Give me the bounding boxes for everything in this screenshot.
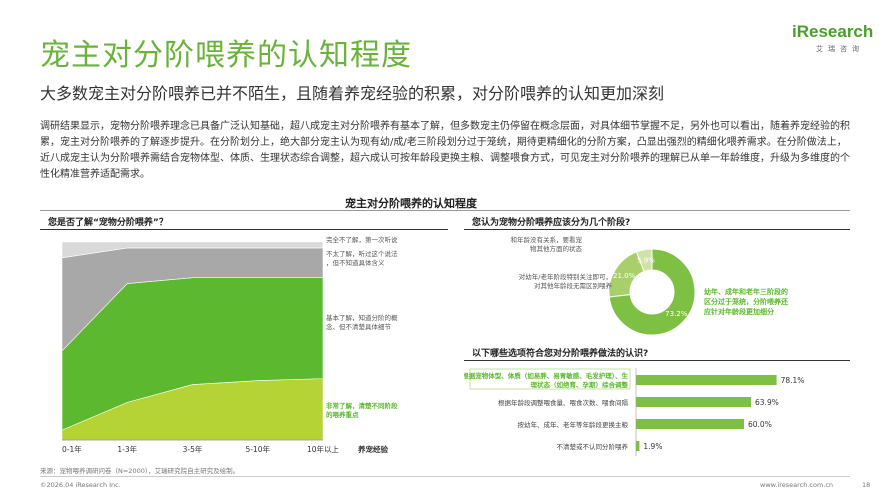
logo-subtext: 艾瑞咨询 [816, 45, 864, 53]
donut-chart: 73.2% 21.0%5.9% 和年龄没有关系，要看宠物其他方面的状态对幼年/老年阶… [511, 235, 789, 336]
horizontal-bar-chart: 78.1% 根据宠物体型、体质（如易胖、易胃敏感、毛发护理）、生理状态（如绝育、孕… [464, 368, 804, 456]
donut-value-label: 5.9% [637, 257, 655, 265]
area-legend-label: 完全不了解，第一次听说 [326, 235, 398, 244]
top-right-panel-rule [464, 229, 850, 230]
footer-website: www.iresearch.com.cn [760, 481, 834, 489]
area-x-tick: 0-1年 [62, 444, 82, 454]
donut-value-label: 73.2% [665, 310, 688, 318]
area-series-3 [61, 241, 324, 259]
bottom-right-panel-title: 以下哪些选项符合您对分阶喂养做法的认识? [472, 349, 649, 359]
bar-mark [636, 441, 640, 451]
iresearch-logo: iResearch 艾瑞咨询 [792, 22, 874, 62]
area-legend-label: 非常了解，清楚不同阶段的喂养重点 [326, 401, 398, 419]
bar-category-label: 根据年龄段调整喂食量、喂食次数、喂食间隔 [498, 398, 629, 407]
area-x-ticks: 0-1年 1-3年 3-5年 5-10年 10年以上 养宠经验 [62, 444, 388, 454]
area-legend: 完全不了解，第一次听说不太了解，听过这个说法，但不知道具体含义基本了解，知道分阶… [326, 235, 398, 419]
bar-value-label: 63.9% [755, 398, 779, 407]
page-subtitle: 大多数宠主对分阶喂养已并不陌生，且随着养宠经验的积累，对分阶喂养的认知更加深刻 [40, 84, 665, 103]
page-title: 宠主对分阶喂养的认知程度 [40, 38, 412, 73]
area-x-label: 养宠经验 [357, 444, 388, 454]
footer-divider [40, 476, 850, 477]
body-paragraph: 调研结果显示，宠物分阶喂养理念已具备广泛认知基础，超八成宠主对分阶喂养有基本了解… [40, 121, 850, 180]
bar-highlight-box [469, 368, 631, 390]
bar-mark [636, 397, 752, 407]
bar-category-label: 根据宠物体型、体质（如易胖、易胃敏感、毛发护理）、生理状态（如绝育、孕期）综合调… [464, 371, 629, 389]
left-panel-title: 您是否了解“宠物分阶喂养”？ [48, 218, 168, 228]
bar-value-label: 1.9% [643, 442, 662, 451]
bar-layer: 78.1% 根据宠物体型、体质（如易胖、易胃敏感、毛发护理）、生理状态（如绝育、孕… [464, 368, 804, 456]
bar-category-label: 按幼年、成年、老年等年龄段更换主粮 [518, 420, 629, 429]
area-legend-label: 不太了解，听过这个说法，但不知道具体含义 [326, 249, 398, 267]
area-x-tick: 3-5年 [183, 444, 203, 454]
area-layer [61, 241, 324, 441]
bar-value-label: 78.1% [781, 376, 805, 385]
bar-mark [636, 375, 777, 385]
stacked-area-chart: 0-1年 1-3年 3-5年 5-10年 10年以上 养宠经验 完全不了解，第一次听说不太… [61, 235, 398, 454]
bar-category-label: 不清楚或不认同分阶喂养 [557, 442, 629, 451]
donut-category-label: 幼年、成年和老年三阶段的区分过于笼统，分阶喂养还应针对年龄段更加细分 [704, 287, 789, 316]
logo-text: iResearch [792, 22, 874, 41]
section-divider [40, 210, 850, 211]
donut-value-label: 21.0% [613, 272, 636, 280]
footer-copyright: ©2026.04 iResearch Inc. [40, 481, 121, 489]
bar-mark [636, 419, 744, 429]
bottom-right-panel-rule [464, 360, 850, 361]
donut-category-label: 和年龄没有关系，要看宠物其他方面的状态 [511, 235, 583, 253]
footer-page-number: 18 [862, 481, 871, 489]
top-right-panel-title: 您认为宠物分阶喂养应该分为几个阶段? [472, 218, 631, 228]
section-title: 宠主对分阶喂养的认知程度 [345, 197, 477, 210]
donut-slice-0 [608, 248, 696, 336]
area-x-tick: 5-10年 [245, 444, 270, 454]
donut-category-label: 对幼年/老年阶段特别关注即可，对其他年龄段无需区别喂养 [519, 272, 613, 290]
donut-labels: 73.2% 21.0%5.9% 和年龄没有关系，要看宠物其他方面的状态对幼年/老年阶… [511, 235, 789, 318]
area-x-tick: 1-3年 [117, 444, 137, 454]
bar-value-label: 60.0% [748, 420, 772, 429]
area-x-tick: 10年以上 [307, 444, 340, 454]
area-legend-label: 基本了解，知道分阶的概念、但不清楚具体细节 [326, 313, 398, 331]
donut-layer [608, 248, 696, 336]
footer-source: 来源：宠物喂养调研问卷（N=2000），艾瑞研究院自主研究及绘制。 [40, 467, 240, 475]
left-panel-rule [40, 229, 448, 230]
